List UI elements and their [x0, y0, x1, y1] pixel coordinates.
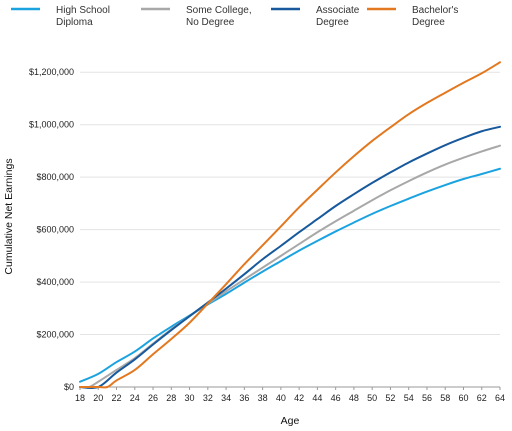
x-tick-label: 28: [166, 393, 176, 403]
series-line-3: [79, 61, 501, 389]
series-line-1: [79, 144, 501, 389]
legend-label: High School: [56, 5, 110, 16]
x-tick-label: 48: [349, 393, 359, 403]
x-tick-label: 56: [422, 393, 432, 403]
x-tick-label: 26: [148, 393, 158, 403]
legend-label: Degree: [316, 17, 349, 28]
y-tick-label: $400,000: [36, 277, 74, 287]
x-axis-ticks: 18 20 22 24 26 28 30 32 34 36 38 40 42 44 46 48 50 52 54 56…: [75, 387, 505, 403]
y-tick-label: $200,000: [36, 330, 74, 340]
x-tick-label: 40: [276, 393, 286, 403]
legend-label: No Degree: [186, 17, 235, 28]
legend-label: Associate: [316, 5, 360, 16]
x-tick-label: 42: [294, 393, 304, 403]
x-tick-label: 24: [130, 393, 140, 403]
x-tick-label: 60: [458, 393, 468, 403]
x-tick-label: 54: [404, 393, 414, 403]
y-tick-label: $1,000,000: [29, 120, 74, 130]
x-tick-label: 36: [239, 393, 249, 403]
x-tick-label: 18: [75, 393, 85, 403]
y-tick-label: $1,200,000: [29, 67, 74, 77]
gridlines: [80, 71, 500, 388]
legend-label: Some College,: [186, 5, 252, 16]
y-tick-label: $0: [64, 382, 74, 392]
x-tick-label: 44: [312, 393, 322, 403]
legend-label: Bachelor's: [412, 5, 458, 16]
legend-label: Diploma: [56, 17, 93, 28]
x-tick-label: 62: [477, 393, 487, 403]
series-lines: [79, 61, 501, 390]
series-line-0: [79, 167, 501, 383]
x-tick-label: 32: [203, 393, 213, 403]
x-tick-label: 46: [331, 393, 341, 403]
x-tick-label: 20: [93, 393, 103, 403]
legend-label: Degree: [412, 17, 445, 28]
x-tick-label: 38: [258, 393, 268, 403]
x-tick-label: 30: [185, 393, 195, 403]
x-tick-label: 22: [112, 393, 122, 403]
series-line-2: [79, 125, 501, 390]
y-axis-ticks: $0 $200,000 $400,000 $600,000 $800,000 $1,000…: [29, 67, 74, 392]
x-tick-label: 64: [495, 393, 505, 403]
x-tick-label: 34: [221, 393, 231, 403]
x-tick-label: 58: [440, 393, 450, 403]
y-axis-label: Cumulative Net Earnings: [3, 158, 15, 274]
x-axis-label: Age: [281, 415, 300, 427]
x-tick-label: 52: [385, 393, 395, 403]
x-tick-label: 50: [367, 393, 377, 403]
y-tick-label: $600,000: [36, 225, 74, 235]
y-tick-label: $800,000: [36, 172, 74, 182]
